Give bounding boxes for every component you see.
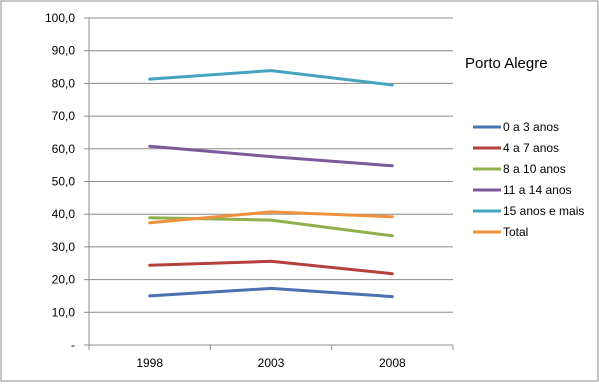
y-tick-label: - bbox=[71, 338, 75, 352]
y-tick-label: 90,0 bbox=[52, 44, 76, 58]
legend-label: 15 anos e mais bbox=[503, 204, 584, 218]
y-tick-label: 10,0 bbox=[52, 305, 76, 319]
legend-label: Total bbox=[503, 225, 528, 239]
gridlines bbox=[89, 17, 453, 313]
chart-title: Porto Alegre bbox=[465, 55, 548, 72]
series-line bbox=[148, 144, 394, 168]
y-tick-label: 30,0 bbox=[52, 240, 76, 254]
y-tick-label: 100,0 bbox=[45, 11, 75, 25]
y-tick-label: 50,0 bbox=[52, 175, 76, 189]
series-line bbox=[148, 69, 394, 87]
y-tick-label: 20,0 bbox=[52, 273, 76, 287]
x-tick-label: 2003 bbox=[258, 356, 285, 370]
series-lines bbox=[148, 69, 394, 299]
legend: 0 a 3 anos 4 a 7 anos 8 a 10 anos 11 a 14 a… bbox=[473, 120, 584, 239]
legend-label: 0 a 3 anos bbox=[503, 120, 559, 134]
series-line bbox=[148, 210, 394, 225]
axes: - 10,0 20,0 30,0 40,0 50,0 60,0 70,0 80,0 90,0 100… bbox=[45, 11, 454, 370]
legend-label: 8 a 10 anos bbox=[503, 162, 566, 176]
y-tick-label: 60,0 bbox=[52, 142, 76, 156]
x-tick-label: 2008 bbox=[379, 356, 406, 370]
series-line bbox=[148, 286, 394, 299]
series-line bbox=[148, 259, 394, 276]
y-tick-label: 40,0 bbox=[52, 207, 76, 221]
y-tick-label: 70,0 bbox=[52, 109, 76, 123]
y-tick-label: 80,0 bbox=[52, 76, 76, 90]
legend-label: 4 a 7 anos bbox=[503, 141, 559, 155]
legend-label: 11 a 14 anos bbox=[503, 183, 572, 197]
x-tick-label: 1998 bbox=[136, 356, 163, 370]
